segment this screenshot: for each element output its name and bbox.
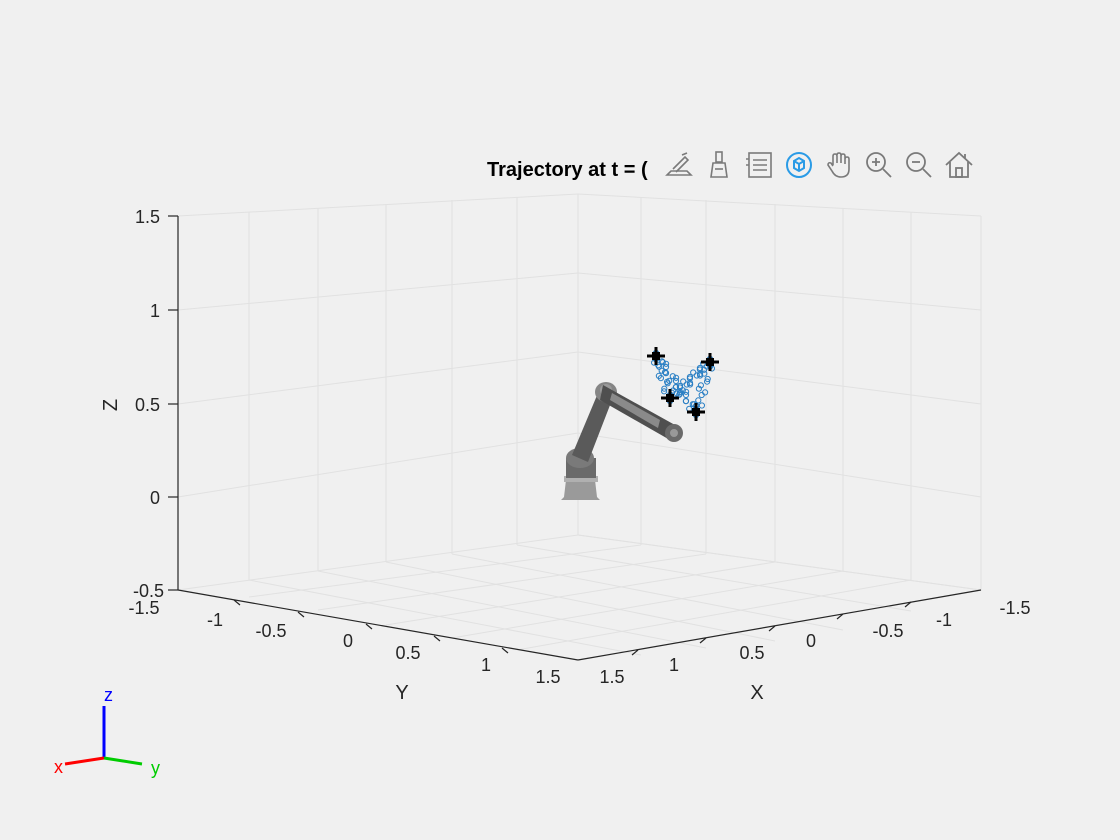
y-axis-label: Y xyxy=(395,682,408,704)
x-tick-label: -1 xyxy=(936,610,952,630)
trajectory-waypoints xyxy=(647,347,719,421)
trajectory-sample-marker xyxy=(697,382,705,389)
trajectory-sample-marker xyxy=(695,397,702,404)
x-axis-label: X xyxy=(750,682,763,704)
home-button[interactable] xyxy=(940,146,978,184)
z-tick-label: 1 xyxy=(150,301,160,321)
z-tick-label: -0.5 xyxy=(133,581,164,601)
y-tick-label: 1.5 xyxy=(535,667,560,687)
trajectory-sample-marker xyxy=(683,381,690,388)
z-axis-label: Z xyxy=(100,399,122,411)
trajectory-sample-marker xyxy=(698,402,706,409)
trajectory-sample-marker xyxy=(704,378,711,385)
robot-arm xyxy=(561,382,683,500)
pan-button[interactable] xyxy=(820,146,858,184)
z-tick-labels: 1.5 1 0.5 0 -0.5 xyxy=(133,207,164,601)
trajectory-sample-marker xyxy=(664,380,671,387)
trajectory-sample-marker xyxy=(682,398,690,405)
trajectory-sample-marker xyxy=(655,362,662,369)
legend-icon xyxy=(746,152,772,178)
trajectory-sample-marker xyxy=(693,372,700,379)
x-tick-label: 1.5 xyxy=(599,667,624,687)
triad-y-axis xyxy=(103,756,143,766)
y-tick-label: 1 xyxy=(481,655,491,675)
trajectory-sample-marker xyxy=(680,378,687,385)
brush-export-button[interactable] xyxy=(660,146,698,184)
trajectory-sample-marker xyxy=(672,377,680,385)
zoom-in-icon xyxy=(866,152,892,178)
trajectory-sample-marker xyxy=(673,374,680,381)
trajectory-sample-marker xyxy=(676,382,684,390)
trajectory-sample-marker xyxy=(659,359,666,366)
orientation-triad: z y x xyxy=(54,685,160,778)
rotate-3d-icon xyxy=(786,152,812,178)
waypoint-frame xyxy=(706,358,714,366)
z-tick-label: 0.5 xyxy=(135,395,160,415)
trajectory-sample-marker xyxy=(695,385,703,392)
trajectory-sample-marker xyxy=(683,388,690,395)
pan-icon xyxy=(827,152,850,178)
x-tick-label: 1 xyxy=(669,655,679,675)
trajectory-sample-marker xyxy=(690,369,697,376)
trajectory-sample-marker xyxy=(662,369,669,376)
trajectory-sample-marker xyxy=(669,373,676,380)
zoom-in-button[interactable] xyxy=(860,146,898,184)
brush-export-icon xyxy=(665,152,693,176)
trajectory-sample-marker xyxy=(701,366,708,373)
y-tick-label: 0 xyxy=(343,631,353,651)
trajectory-sample-marker xyxy=(698,391,705,399)
y-tick-label: -1 xyxy=(207,610,223,630)
data-brush-icon xyxy=(710,151,728,178)
x-tick-labels: 1.5 1 0.5 0 -0.5 -1 -1.5 xyxy=(599,598,1030,687)
zoom-out-button[interactable] xyxy=(900,146,938,184)
y-tick-label: 0.5 xyxy=(395,643,420,663)
x-tick-label: -0.5 xyxy=(872,621,903,641)
trajectory-sample-marker xyxy=(682,391,690,399)
axes-toolbar xyxy=(660,146,978,184)
trajectory-sample-marker xyxy=(657,375,665,382)
waypoint-frame xyxy=(666,394,674,402)
triad-y-label: y xyxy=(151,758,160,778)
rotate-3d-button[interactable] xyxy=(780,146,818,184)
trajectory-sample-marker xyxy=(662,363,670,371)
x-tick-label: 0.5 xyxy=(739,643,764,663)
trajectory-sample-marker xyxy=(658,358,666,365)
toolbar-backdrop xyxy=(660,150,990,190)
trajectory-path xyxy=(651,349,716,419)
data-brush-button[interactable] xyxy=(700,146,738,184)
waypoint-frame xyxy=(692,408,700,416)
waypoint-frame xyxy=(652,352,660,360)
z-tick-label: 0 xyxy=(150,488,160,508)
trajectory-sample-marker xyxy=(677,390,684,397)
home-icon xyxy=(945,151,973,178)
axes-grid xyxy=(177,193,982,661)
trajectory-sample-marker xyxy=(686,373,694,381)
y-tick-label: -0.5 xyxy=(255,621,286,641)
z-tick-label: 1.5 xyxy=(135,207,160,227)
trajectory-sample-marker xyxy=(658,367,665,374)
y-tick-label: -1.5 xyxy=(128,598,159,618)
trajectory-sample-marker xyxy=(687,381,694,388)
x-tick-label: 0 xyxy=(806,631,816,651)
trajectory-sample-marker xyxy=(701,370,708,377)
trajectory-sample-marker xyxy=(704,375,711,383)
triad-x-axis xyxy=(64,756,105,766)
zoom-out-icon xyxy=(906,152,932,178)
legend-button[interactable] xyxy=(740,146,778,184)
x-tick-label: -1.5 xyxy=(999,598,1030,618)
trajectory-sample-marker xyxy=(661,385,668,392)
trajectory-sample-marker xyxy=(661,388,668,395)
triad-z-label: z xyxy=(104,685,113,705)
triad-x-label: x xyxy=(54,757,63,777)
y-tick-labels: -1.5 -1 -0.5 0 0.5 1 1.5 xyxy=(128,598,560,687)
plot-title: Trajectory at t = ( xyxy=(487,159,648,181)
axis-lines xyxy=(168,215,982,661)
